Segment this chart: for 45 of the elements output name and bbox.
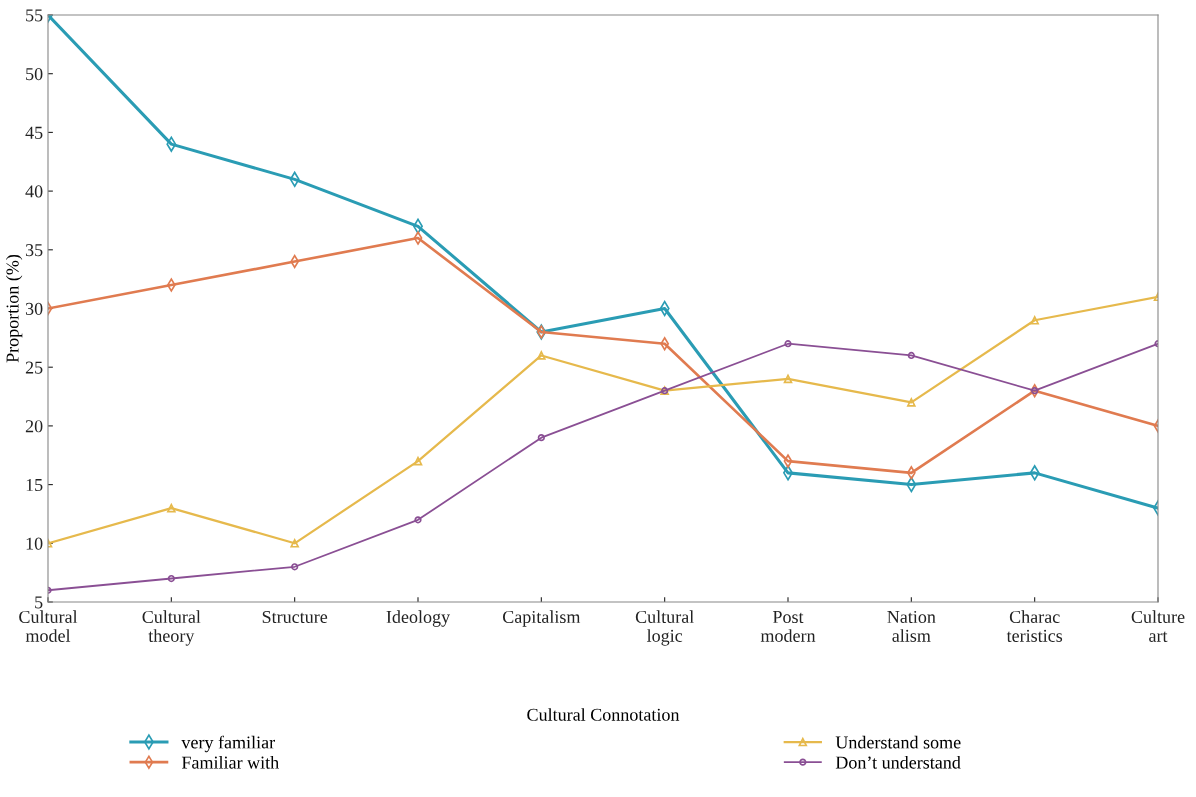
y-tick-label: 5 <box>35 596 43 609</box>
point <box>414 516 422 524</box>
point <box>291 563 299 571</box>
legend-label: very familiar <box>181 735 275 753</box>
y-tick-label: 45 <box>25 126 43 139</box>
point <box>1030 315 1039 325</box>
legend-label: Understand some <box>835 735 961 749</box>
line-series <box>48 340 1158 594</box>
x-tick-label: Nation alism <box>887 610 936 642</box>
point <box>907 351 915 360</box>
y-tick-label: 30 <box>25 302 43 315</box>
x-tick-label: Cultural theory <box>142 610 201 646</box>
y-tick-label: 55 <box>26 9 43 22</box>
point <box>783 454 793 468</box>
point <box>784 340 792 348</box>
y-tick-label: 35 <box>25 244 43 257</box>
x-tick-label: Cultural logic <box>635 610 694 646</box>
x-tick-label: Post modern <box>760 611 816 642</box>
legend-label: Familiar with <box>181 755 279 769</box>
y-tick-label: 20 <box>25 420 43 433</box>
x-tick-label: Ideology <box>386 610 451 627</box>
point <box>537 351 546 360</box>
y-tick-label: 10 <box>26 537 43 550</box>
point <box>413 231 423 245</box>
y-tick-label: 25 <box>25 361 43 374</box>
x-tick-label: Culture art <box>1131 610 1185 642</box>
point <box>167 503 176 513</box>
y-tick-label: 15 <box>26 478 43 492</box>
point <box>413 456 423 466</box>
x-axis-title: Cultural Connotation <box>527 708 680 721</box>
point <box>166 278 176 292</box>
y-tick-label: 40 <box>25 185 43 198</box>
y-tick-label: 50 <box>26 67 43 81</box>
x-tick-label: Cultural model <box>19 610 78 642</box>
point <box>537 434 545 442</box>
legend-label: Don’t understand <box>835 755 961 769</box>
point <box>783 374 793 384</box>
x-tick-label: Capitalism <box>502 610 581 627</box>
y-axis-title: Proportion (%) <box>5 254 23 363</box>
point <box>907 398 916 407</box>
point <box>290 538 299 548</box>
x-tick-label: Structure <box>262 610 328 624</box>
point <box>167 574 175 583</box>
point <box>906 466 916 480</box>
x-tick-label: Charac teristics <box>1006 610 1063 642</box>
